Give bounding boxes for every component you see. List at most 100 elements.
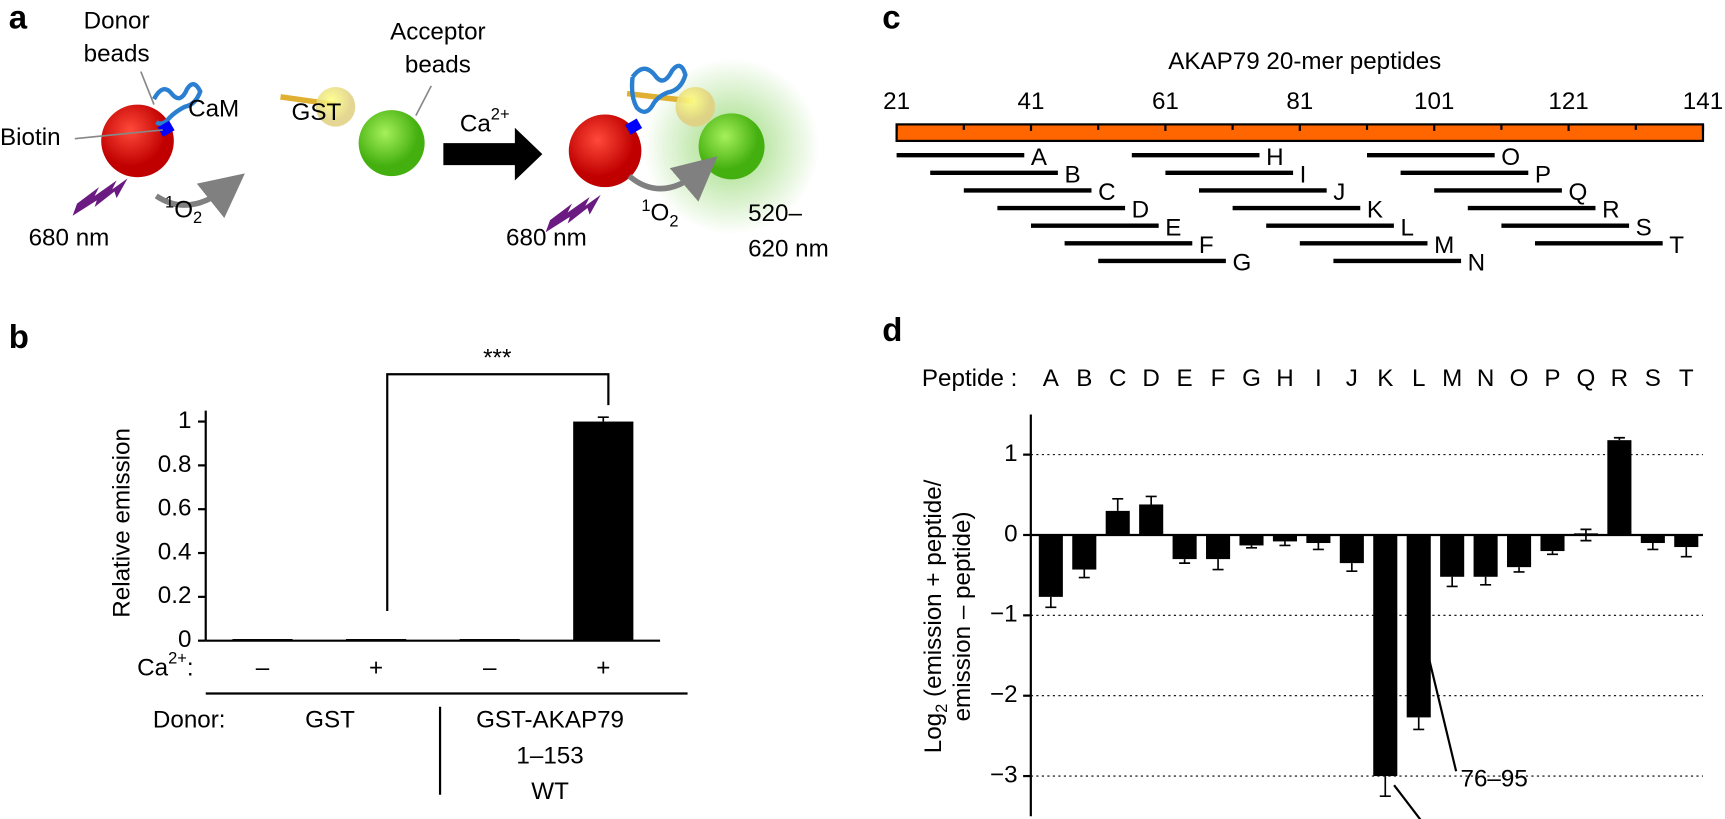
y-axis-label: Log2 (emission + peptide/: [921, 479, 952, 753]
peptide-label: T: [1669, 232, 1684, 259]
peptide-label: H: [1266, 144, 1283, 171]
category-label: L: [1412, 365, 1425, 392]
error-bar: [1613, 436, 1625, 441]
category-label: K: [1377, 365, 1393, 392]
panel-label: b: [9, 318, 29, 355]
laser: [545, 194, 601, 233]
leader: [140, 71, 155, 105]
tick-label: 141: [1683, 88, 1723, 115]
laser: [72, 178, 128, 216]
peptide-label: B: [1064, 162, 1080, 189]
sup: 1: [641, 197, 650, 215]
peptide-label: R: [1602, 197, 1619, 224]
group-label: WT: [531, 778, 569, 805]
base: O: [651, 200, 670, 227]
category-label: T: [1679, 365, 1694, 392]
label: Ca2+: [460, 106, 510, 138]
error-bar: [1145, 495, 1157, 505]
label: Donor: [84, 7, 150, 34]
category-label: D: [1142, 365, 1159, 392]
error-bar: [1513, 567, 1525, 573]
error-bar: [1346, 563, 1358, 572]
category-label: P: [1544, 365, 1560, 392]
tick-label: 81: [1286, 88, 1313, 115]
y-tick-label: −1: [990, 601, 1018, 628]
bar: [1072, 534, 1097, 570]
category-label: –: [256, 655, 270, 682]
peptide-label: A: [1031, 144, 1048, 171]
peptide-label: G: [1232, 250, 1251, 277]
panel-a: Donor beads Acceptor beads Biotin CaM GS…: [0, 7, 829, 262]
category-label: +: [369, 655, 383, 682]
label: 520–: [748, 200, 802, 227]
error-bar: [1480, 576, 1492, 586]
peptide-label: Q: [1568, 179, 1587, 206]
tick-label: 121: [1548, 88, 1588, 115]
sub: 2: [669, 213, 678, 231]
gst: [315, 86, 356, 127]
y-tick-label: 0.2: [158, 582, 192, 609]
sup: 1: [165, 194, 174, 212]
bar: [1373, 534, 1398, 777]
donor-bead: [101, 104, 174, 178]
error-bar: [1546, 551, 1559, 556]
sub: 2: [193, 209, 202, 227]
label: 1O2: [165, 194, 202, 227]
peptide-label: N: [1468, 250, 1485, 277]
label: Acceptor: [390, 18, 485, 45]
label: Biotin: [0, 124, 61, 151]
significance: ***: [483, 344, 512, 371]
bar: [346, 639, 407, 641]
error-bar: [1112, 498, 1124, 511]
peptide-label: K: [1367, 197, 1383, 224]
y-axis-label: Relative emission: [109, 428, 136, 618]
y-tick-label: −2: [990, 681, 1018, 708]
panel-label: a: [9, 0, 28, 36]
group-label: GST: [305, 706, 355, 733]
bar: [1406, 534, 1431, 718]
bar: [1105, 510, 1130, 535]
bar: [1440, 534, 1465, 577]
bar: [1473, 534, 1498, 577]
error-bar: [1312, 543, 1324, 551]
bar: [1607, 440, 1632, 535]
base: Ca: [460, 111, 491, 138]
label: 680 nm: [29, 224, 110, 251]
category-label: C: [1109, 365, 1126, 392]
y-tick-label: 1: [178, 407, 191, 434]
base: Log: [921, 713, 948, 753]
tick-label: 21: [883, 88, 910, 115]
category-label: B: [1076, 365, 1092, 392]
peptide-label: S: [1636, 214, 1652, 241]
peptide-label: L: [1400, 214, 1413, 241]
y-tick-label: 0.6: [158, 495, 192, 522]
annotation: 76–95: [1461, 765, 1528, 792]
y-tick-label: −3: [990, 761, 1018, 788]
category-label: G: [1242, 365, 1261, 392]
group-label: GST-AKAP79: [476, 706, 624, 733]
y-axis-label: emission – peptide): [949, 511, 976, 721]
tick-label: 41: [1018, 88, 1045, 115]
category-label: O: [1510, 365, 1529, 392]
biotin-mark: [625, 118, 643, 135]
label: 680 nm: [506, 224, 587, 251]
panel-label: d: [882, 311, 902, 348]
peptide-label: D: [1132, 197, 1149, 224]
error-bar: [1078, 569, 1090, 579]
error-bar: [1279, 541, 1291, 547]
bar: [459, 639, 520, 641]
annotation: 71–90: [1427, 817, 1494, 819]
y-tick-label: 0.8: [158, 451, 192, 478]
category-label: Q: [1577, 365, 1596, 392]
label: beads: [405, 51, 471, 78]
category-label: –: [483, 655, 497, 682]
bar: [1306, 534, 1331, 544]
leader: [415, 85, 432, 116]
gst: [675, 86, 716, 127]
error-bar: [597, 416, 609, 422]
cam-complex: [629, 63, 688, 114]
category-label: S: [1645, 365, 1661, 392]
significance-bracket: [386, 373, 610, 611]
